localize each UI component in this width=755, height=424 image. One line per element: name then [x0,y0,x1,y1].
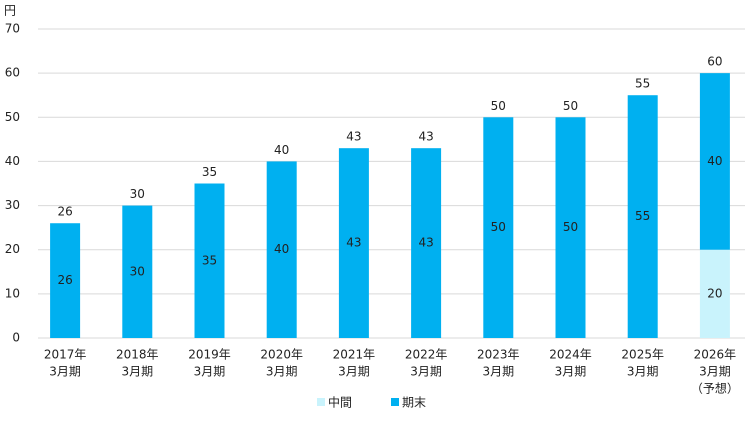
data-label: 50 [563,220,578,234]
total-label: 40 [274,143,289,157]
x-tick-label: 3月期 [338,365,370,379]
bar-segment [483,117,514,339]
bar-segment [194,183,225,338]
total-label: 60 [707,55,722,69]
x-tick-label: 2020年 [260,348,303,362]
x-tick-label: 3月期 [266,365,298,379]
x-tick-label: 3月期 [194,365,226,379]
total-label: 43 [346,130,361,144]
x-tick-label: 3月期 [699,365,731,379]
total-label: 50 [491,99,506,113]
bar-segment [699,249,730,338]
y-tick-label: 20 [5,242,20,256]
bar-segment [411,148,442,338]
y-tick-label: 10 [5,286,20,300]
y-unit: 円 [4,4,16,18]
x-tick-label: （予想） [691,381,739,396]
y-tick-label: 50 [5,110,20,124]
y-tick-label: 40 [5,154,20,168]
data-label: 40 [707,154,722,168]
bar-segment [555,117,586,339]
x-tick-label: 2018年 [116,348,159,362]
bar-segment [627,95,658,338]
x-tick-label: 3月期 [121,365,153,379]
total-label: 30 [130,187,145,201]
data-label: 43 [418,236,433,250]
x-tick-label: 2022年 [405,348,448,362]
data-label: 20 [707,286,722,300]
x-tick-label: 2025年 [621,348,664,362]
y-tick-label: 60 [5,66,20,80]
data-label: 55 [635,209,650,223]
y-tick-label: 70 [5,22,20,36]
bar-segment [338,148,369,338]
data-label: 26 [57,273,72,287]
x-tick-label: 3月期 [627,365,659,379]
bar-segment [50,223,81,338]
y-tick-label: 30 [5,198,20,212]
total-label: 43 [418,130,433,144]
total-label: 35 [202,165,217,179]
x-tick-label: 2026年 [694,348,737,362]
x-tick-label: 3月期 [49,365,81,379]
x-tick-label: 3月期 [410,365,442,379]
legend-swatch [391,398,399,406]
bar-segment [699,73,730,250]
total-label: 26 [57,205,72,219]
total-label: 55 [635,77,650,91]
total-label: 50 [563,99,578,113]
legend-swatch [317,398,325,406]
x-tick-label: 3月期 [482,365,514,379]
data-label: 50 [491,220,506,234]
bar-segment [266,161,297,338]
x-tick-label: 2017年 [44,348,87,362]
data-label: 43 [346,236,361,250]
legend-label: 中間 [328,395,352,410]
y-tick-label: 0 [12,331,20,345]
legend-label: 期末 [402,396,426,410]
data-label: 35 [202,253,217,267]
data-label: 40 [274,242,289,256]
x-tick-label: 2024年 [549,348,592,362]
x-tick-label: 2023年 [477,348,520,362]
data-label: 30 [130,264,145,278]
x-tick-label: 2019年 [188,348,231,362]
bar-segment [122,205,153,338]
x-tick-label: 3月期 [555,365,587,379]
x-tick-label: 2021年 [333,348,376,362]
